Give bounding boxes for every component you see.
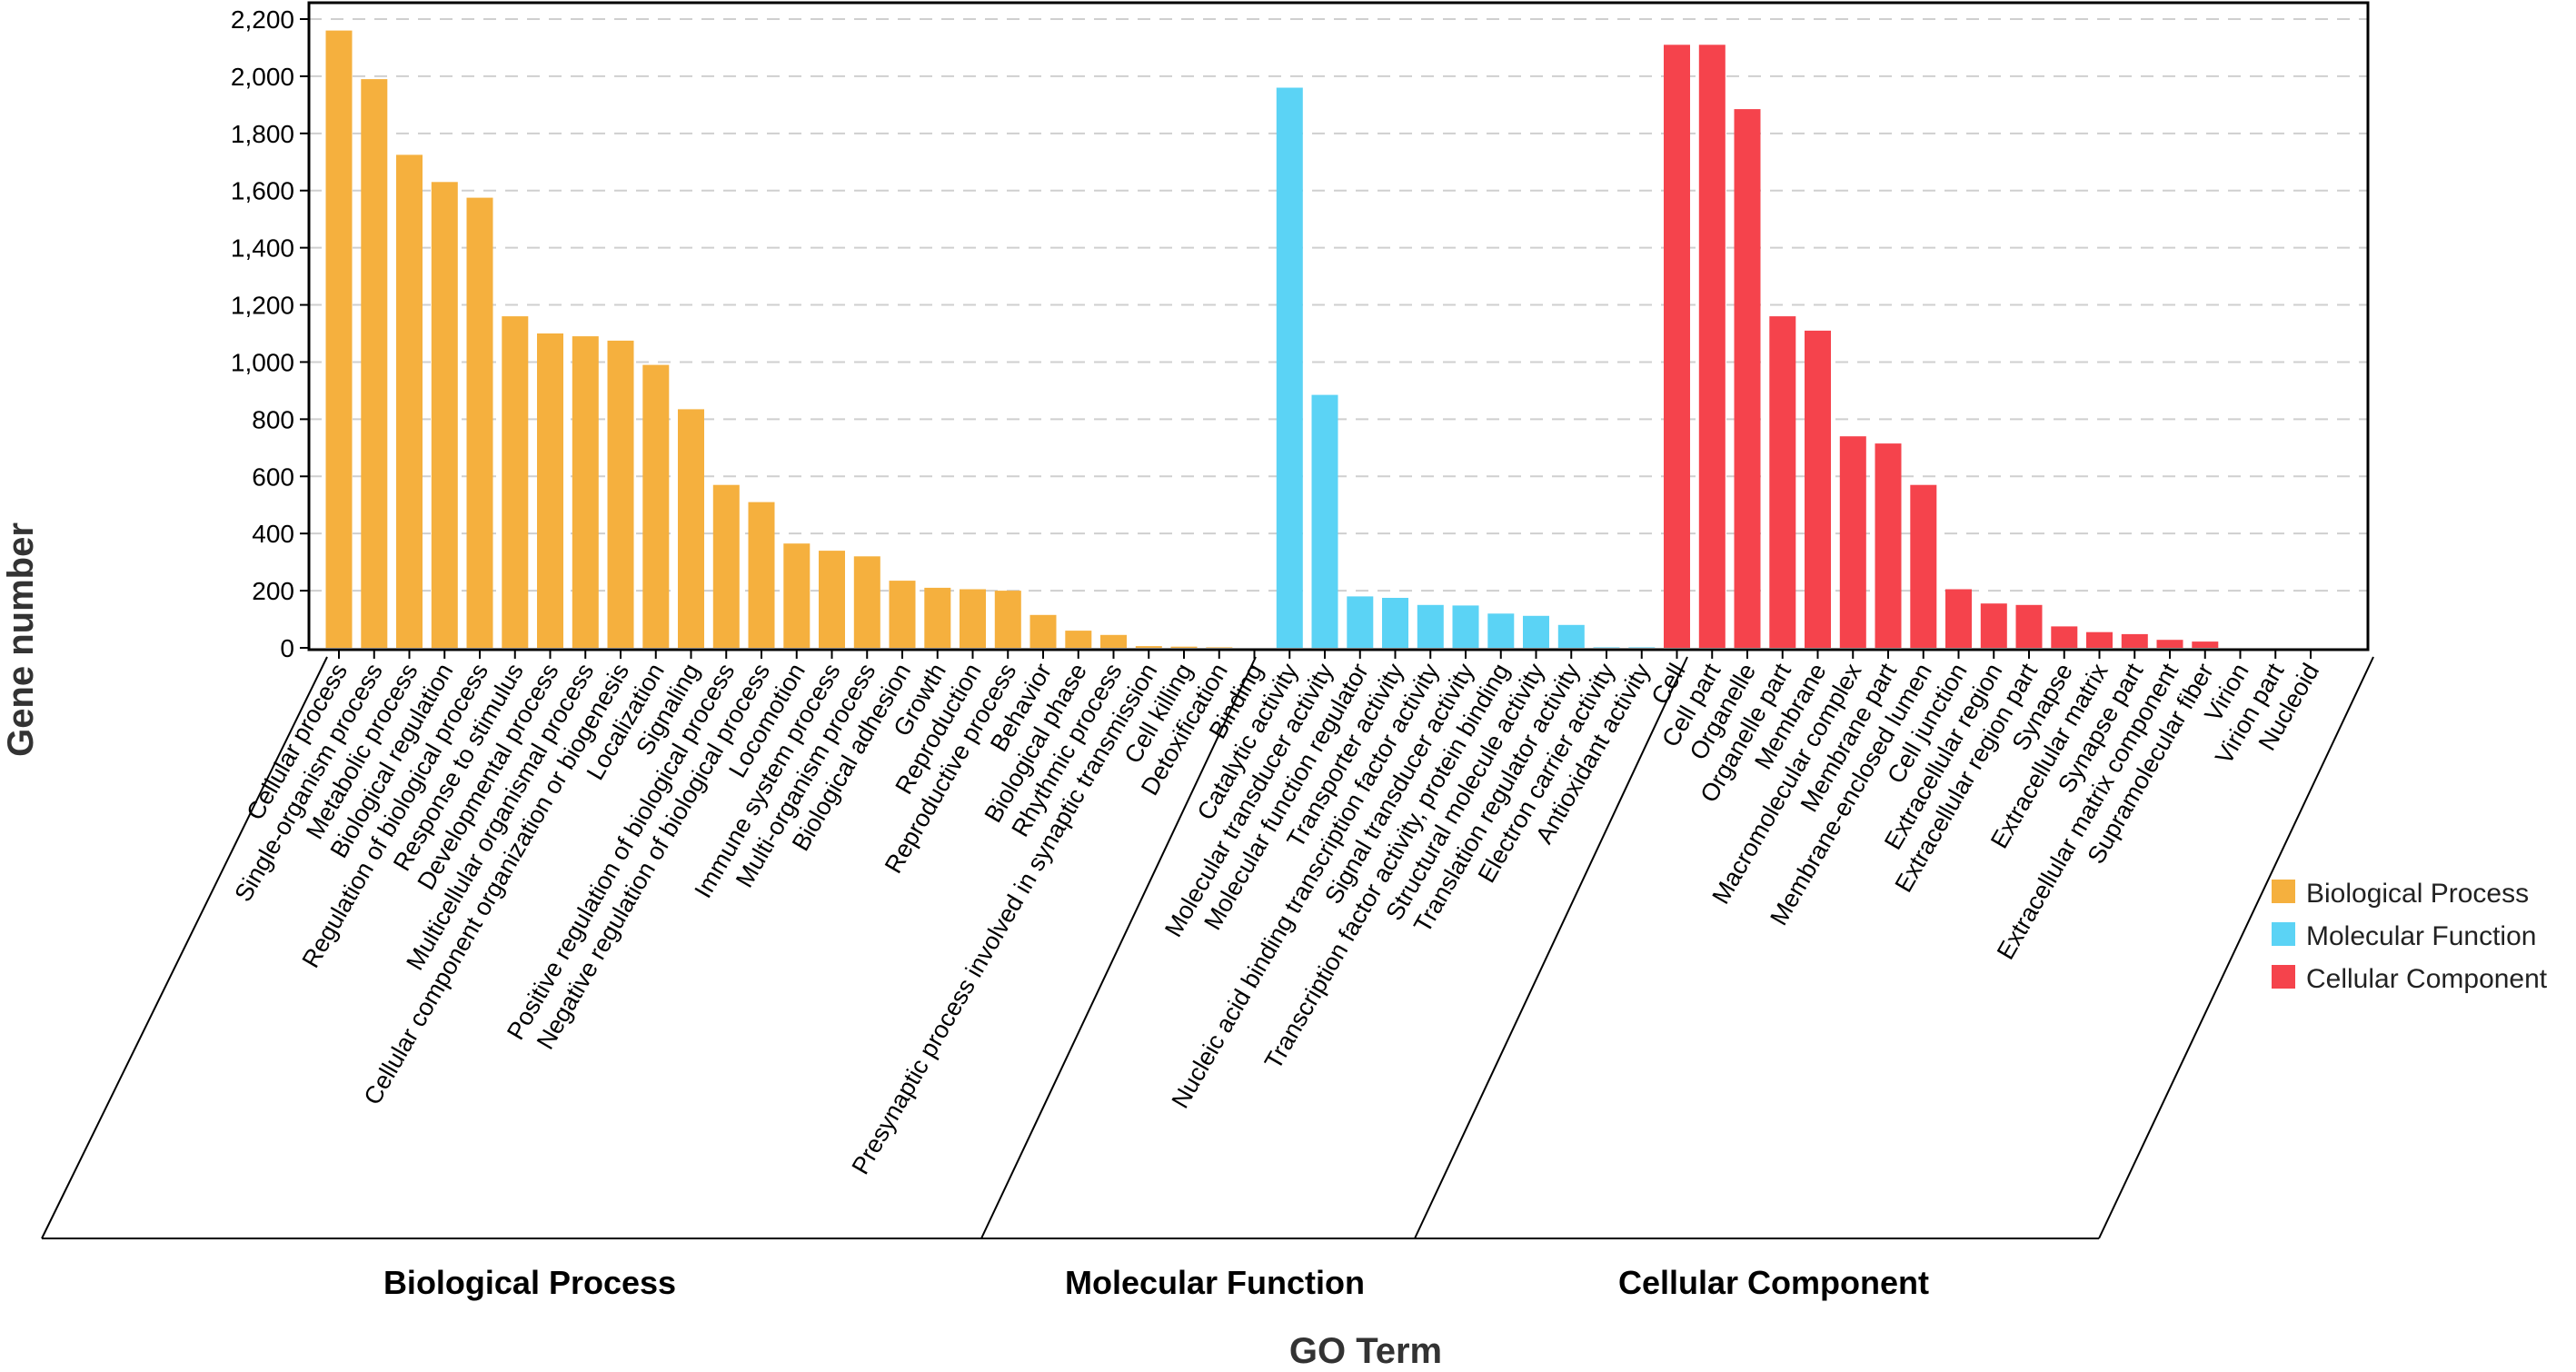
bar-presynaptic-process-involved-in-synaptic-transmission <box>1135 646 1162 648</box>
bar-extracellular-region <box>1980 603 2007 648</box>
y-tick-label: 2,000 <box>231 63 294 91</box>
bar-structural-molecule-activity <box>1523 615 1549 648</box>
bar-metabolic-process <box>396 154 423 648</box>
bar-regulation-of-biological-process <box>466 197 493 648</box>
bar-developmental-process <box>537 333 563 648</box>
bar-detoxification <box>1206 647 1233 648</box>
group-brackets: Biological Process Molecular Function Cell… <box>41 656 2374 1301</box>
bar-transporter-activity <box>1382 598 1408 648</box>
group-label-biological-process: Biological Process <box>383 1264 676 1301</box>
bar-translation-regulator-activity <box>1557 624 1585 648</box>
bar-electron-carrier-activity <box>1593 647 1620 648</box>
legend-swatch-cellular-component <box>2272 965 2295 989</box>
bar-locomotion <box>783 543 811 648</box>
y-tick-label: 800 <box>252 405 294 433</box>
bar-rhythmic-process <box>1100 634 1127 648</box>
y-tick-label: 1,400 <box>231 234 294 263</box>
bars <box>325 30 2219 649</box>
bar-synapse-part <box>2121 633 2148 648</box>
y-tick-label: 1,800 <box>231 120 294 148</box>
bar-nucleic-acid-binding-transcription-factor-activity <box>1417 604 1444 648</box>
bar-response-to-stimulus <box>502 316 529 648</box>
bar-signaling <box>678 409 704 648</box>
y-tick-label: 1,000 <box>231 348 294 376</box>
bar-antioxidant-activity <box>1628 647 1656 648</box>
bar-multi-organism-process <box>853 556 880 648</box>
bar-organelle <box>1734 109 1761 649</box>
legend-label-biological-process: Biological Process <box>2306 879 2529 909</box>
bar-supramolecular-fiber <box>2192 641 2219 648</box>
legend-swatch-biological-process <box>2272 880 2295 903</box>
bar-molecular-function-regulator <box>1347 596 1374 648</box>
y-tick-label: 1,600 <box>231 177 294 205</box>
bar-signal-transducer-activity <box>1452 605 1479 648</box>
bar-biological-adhesion <box>889 581 916 648</box>
bar-reproduction <box>960 589 986 648</box>
bar-positive-regulation-of-biological-process <box>712 484 740 648</box>
x-axis-title: GO Term <box>1289 1331 1442 1371</box>
bracket-edge <box>41 656 328 1239</box>
bracket-edge <box>1414 656 1688 1239</box>
y-axis-title: Gene number <box>1 522 41 757</box>
plot-frame <box>307 1 2370 651</box>
y-tick-label: 600 <box>252 462 294 491</box>
bar-molecular-transducer-activity <box>1311 394 1338 648</box>
bar-reproductive-process <box>994 591 1021 648</box>
y-tick-label: 200 <box>252 577 294 605</box>
bar-cell <box>1664 45 1690 649</box>
bar-cellular-process <box>325 30 353 649</box>
bar-biological-regulation <box>431 182 458 649</box>
y-tick-label: 1,200 <box>231 292 294 320</box>
bracket-edge <box>980 656 1257 1239</box>
bar-immune-system-process <box>819 551 845 648</box>
bar-biological-phase <box>1065 631 1092 648</box>
bar-cellular-component-organization-or-biogenesis <box>607 340 634 648</box>
legend-swatch-molecular-function <box>2272 922 2295 946</box>
y-tick-label: 400 <box>252 520 294 548</box>
bar-cell-part <box>1698 45 1726 649</box>
bar-extracellular-matrix <box>2086 631 2113 648</box>
bar-behavior <box>1029 614 1057 648</box>
bracket-edge <box>2098 656 2374 1239</box>
legend-label-cellular-component: Cellular Component <box>2306 964 2548 994</box>
bar-extracellular-matrix-component <box>2156 640 2183 648</box>
bar-growth <box>924 587 951 648</box>
group-label-molecular-function: Molecular Function <box>1065 1264 1365 1301</box>
y-tick-label: 2,200 <box>231 5 294 34</box>
bar-synapse <box>2051 626 2078 648</box>
bar-transcription-factor-activity-protein-binding <box>1487 613 1515 648</box>
bar-negative-regulation-of-biological-process <box>748 502 775 648</box>
legend-label-molecular-function: Molecular Function <box>2306 921 2536 951</box>
bar-extracellular-region-part <box>2015 604 2043 648</box>
y-axis-ticks: 0 200 400 600 800 1,000 1,200 1,400 1,600 1,800 2,… <box>231 5 309 662</box>
bar-single-organism-process <box>361 79 388 649</box>
bar-macromolecular-complex <box>1839 436 1866 648</box>
bar-cell-killing <box>1170 646 1198 648</box>
bar-catalytic-activity <box>1276 87 1303 648</box>
y-tick-label: 0 <box>280 634 294 662</box>
gridlines <box>309 18 2368 592</box>
bar-membrane-part <box>1875 443 1902 648</box>
group-label-cellular-component: Cellular Component <box>1618 1264 1929 1301</box>
legend: Biological Process Molecular Function Ce… <box>2272 879 2548 994</box>
bar-cell-junction <box>1945 589 1972 648</box>
bar-localization <box>642 364 670 648</box>
bar-multicellular-organismal-process <box>572 336 599 648</box>
bar-organelle-part <box>1769 316 1796 648</box>
bar-membrane <box>1805 330 1831 648</box>
bar-membrane-enclosed-lumen <box>1910 484 1937 648</box>
